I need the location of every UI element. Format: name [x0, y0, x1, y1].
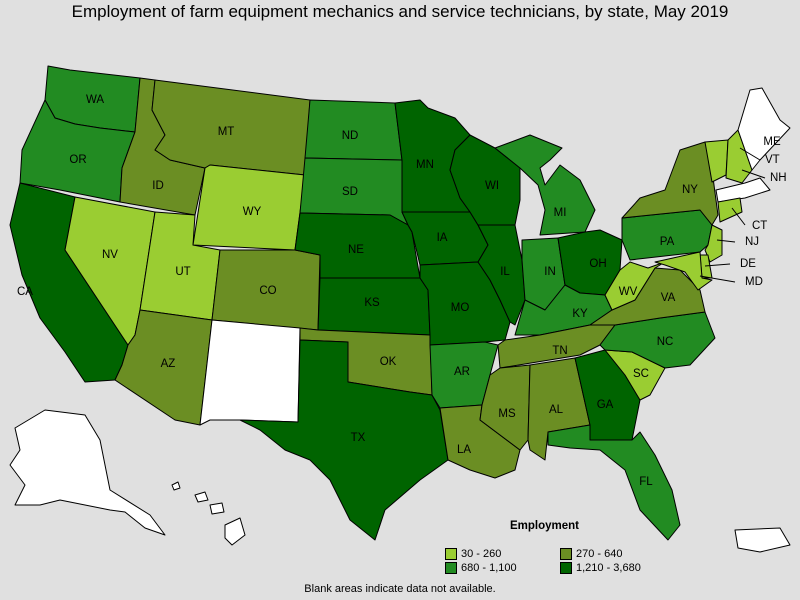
legend-swatch: [445, 548, 457, 560]
state-label-ky: KY: [572, 308, 588, 320]
state-label-me: ME: [763, 136, 781, 148]
state-label-vt: VT: [765, 154, 780, 166]
state-label-az: AZ: [161, 358, 176, 370]
legend-item-270-640: 270 - 640: [560, 548, 622, 560]
state-label-al: AL: [549, 404, 564, 416]
state-label-ga: GA: [597, 399, 614, 411]
state-ms[interactable]: [479, 364, 531, 451]
state-me[interactable]: [737, 87, 791, 171]
state-label-ca: CA: [17, 286, 33, 298]
state-pr[interactable]: [734, 527, 791, 553]
state-mi[interactable]: [494, 134, 596, 236]
legend-item-680-1100: 680 - 1,100: [445, 562, 517, 574]
state-label-nj: NJ: [745, 236, 759, 248]
state-label-tn: TN: [552, 345, 567, 357]
state-label-md: MD: [745, 276, 763, 288]
state-label-sd: SD: [342, 186, 358, 198]
state-label-mn: MN: [416, 159, 434, 171]
state-label-or: OR: [69, 154, 86, 166]
legend-swatch: [560, 548, 572, 560]
state-il[interactable]: [477, 224, 526, 326]
map-title: Employment of farm equipment mechanics a…: [71, 2, 729, 21]
state-ak[interactable]: [9, 409, 166, 536]
state-label-sc: SC: [633, 368, 649, 380]
state-label-ar: AR: [454, 366, 470, 378]
state-label-wi: WI: [485, 180, 499, 192]
state-label-ok: OK: [380, 356, 397, 368]
state-label-tx: TX: [351, 432, 366, 444]
state-fl[interactable]: [547, 424, 681, 541]
state-label-co: CO: [259, 285, 276, 297]
state-label-ny: NY: [682, 184, 698, 196]
legend-item-1210-3680: 1,210 - 3,680: [560, 562, 641, 574]
legend-swatch: [445, 562, 457, 574]
state-nh[interactable]: [725, 129, 753, 184]
legend-label: 1,210 - 3,680: [576, 562, 641, 574]
state-label-ut: UT: [175, 266, 190, 278]
legend-label: 680 - 1,100: [461, 562, 517, 574]
state-hi[interactable]: [171, 481, 246, 546]
state-label-pa: PA: [660, 236, 675, 248]
state-label-mo: MO: [451, 302, 470, 314]
state-label-il: IL: [500, 266, 510, 278]
state-ny[interactable]: [621, 141, 719, 226]
legend-item-30-260: 30 - 260: [445, 548, 501, 560]
state-label-mi: MI: [554, 207, 567, 219]
legend-label: 270 - 640: [576, 548, 623, 560]
state-labels: WA OR CA ID NV UT AZ MT WY CO ND SD NE KS OK TX MN IA MO AR…: [17, 94, 787, 488]
state-label-ne: NE: [348, 244, 364, 256]
state-label-in: IN: [544, 266, 556, 278]
state-label-ms: MS: [498, 408, 516, 420]
state-label-wa: WA: [86, 94, 104, 106]
state-label-mt: MT: [218, 126, 235, 138]
state-label-la: LA: [457, 444, 471, 456]
state-label-oh: OH: [589, 258, 606, 270]
state-label-fl: FL: [639, 476, 653, 488]
state-label-ks: KS: [364, 297, 380, 309]
state-label-va: VA: [661, 292, 676, 304]
state-label-nv: NV: [102, 249, 118, 261]
label-leader-lines: [699, 147, 766, 283]
state-label-nh: NH: [770, 172, 787, 184]
state-label-ct: CT: [752, 220, 767, 232]
state-tx[interactable]: [239, 339, 449, 541]
state-label-de: DE: [740, 258, 756, 270]
legend-swatch: [560, 562, 572, 574]
legend-label: 30 - 260: [461, 548, 502, 560]
legend-title: Employment: [510, 520, 580, 532]
state-label-ia: IA: [437, 232, 448, 244]
state-label-wv: WV: [619, 286, 638, 298]
state-label-id: ID: [152, 180, 164, 192]
state-nj[interactable]: [704, 224, 723, 263]
state-label-wy: WY: [243, 206, 262, 218]
state-md[interactable]: [654, 251, 713, 291]
state-ct[interactable]: [717, 197, 743, 223]
state-label-nd: ND: [342, 130, 359, 142]
footnote: Blank areas indicate data not available.: [304, 583, 496, 595]
state-label-nc: NC: [657, 336, 674, 348]
state-nm[interactable]: [199, 319, 301, 426]
